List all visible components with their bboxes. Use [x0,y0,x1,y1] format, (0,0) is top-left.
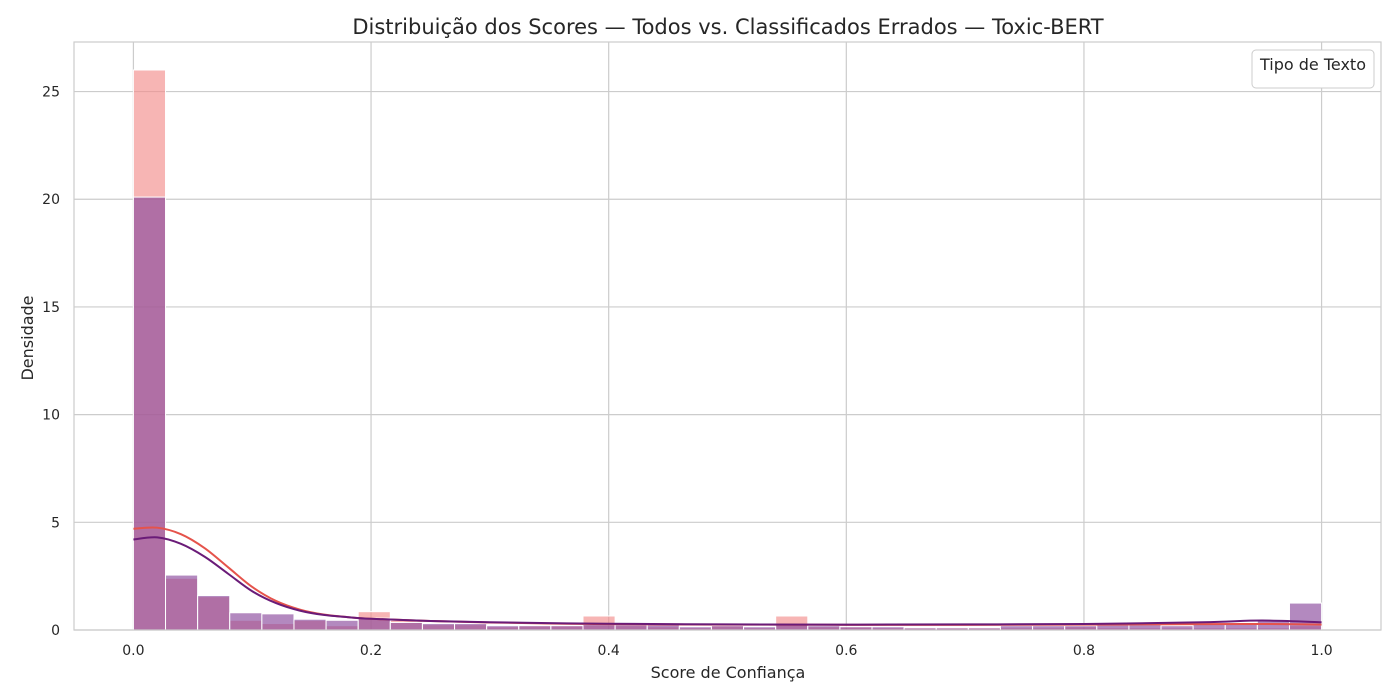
y-axis-ticks: 0 5 10 15 20 25 [42,85,60,639]
x-tick-label: 0.6 [835,643,857,659]
x-axis-ticks: 0.0 0.2 0.4 0.6 0.8 1.0 [122,643,1332,659]
histogram-bar [1064,625,1098,631]
histogram-bar [582,624,616,631]
histogram-bar [614,624,648,631]
histogram-bar [197,595,231,631]
histogram-bar [999,625,1034,631]
y-tick-label: 0 [51,623,60,639]
histogram-bar [325,619,359,631]
x-axis-label: Score de Confiança [651,663,806,682]
kde-curves [133,526,1322,626]
histogram-bar [132,196,167,631]
legend-title: Tipo de Texto [1259,55,1366,74]
histogram-bar [1160,625,1194,631]
plot-frame [73,41,1382,631]
plot-background [74,42,1381,630]
y-tick-label: 10 [42,408,60,424]
legend: Tipo de Texto [1251,49,1375,89]
histogram-bar [261,613,295,631]
x-tick-label: 0.2 [360,643,382,659]
x-tick-label: 0.8 [1073,643,1095,659]
histogram-bar [229,612,263,631]
histogram-bar [486,625,520,631]
histogram-bar [454,623,488,631]
histogram-bar [165,574,199,631]
histogram-bar [518,625,552,631]
histogram-bar [293,618,327,631]
x-tick-label: 0.4 [598,643,620,659]
y-axis-label: Densidade [18,295,37,380]
x-tick-label: 1.0 [1310,643,1332,659]
histogram-bar [550,625,584,631]
y-tick-label: 15 [42,300,60,316]
y-tick-label: 25 [42,85,60,101]
histogram-bar [1032,625,1066,631]
chart-title: Distribuição dos Scores — Todos vs. Clas… [352,15,1103,39]
histogram-bar [1288,602,1323,631]
x-tick-label: 0.0 [122,643,144,659]
y-tick-label: 20 [42,192,60,208]
histogram-bar [421,623,456,631]
y-tick-label: 5 [51,515,60,531]
histogram-bar [710,625,745,631]
histogram-bar [389,621,423,631]
kde-line [133,536,1322,626]
histogram-bar [807,625,841,631]
legend-box [1251,49,1375,89]
